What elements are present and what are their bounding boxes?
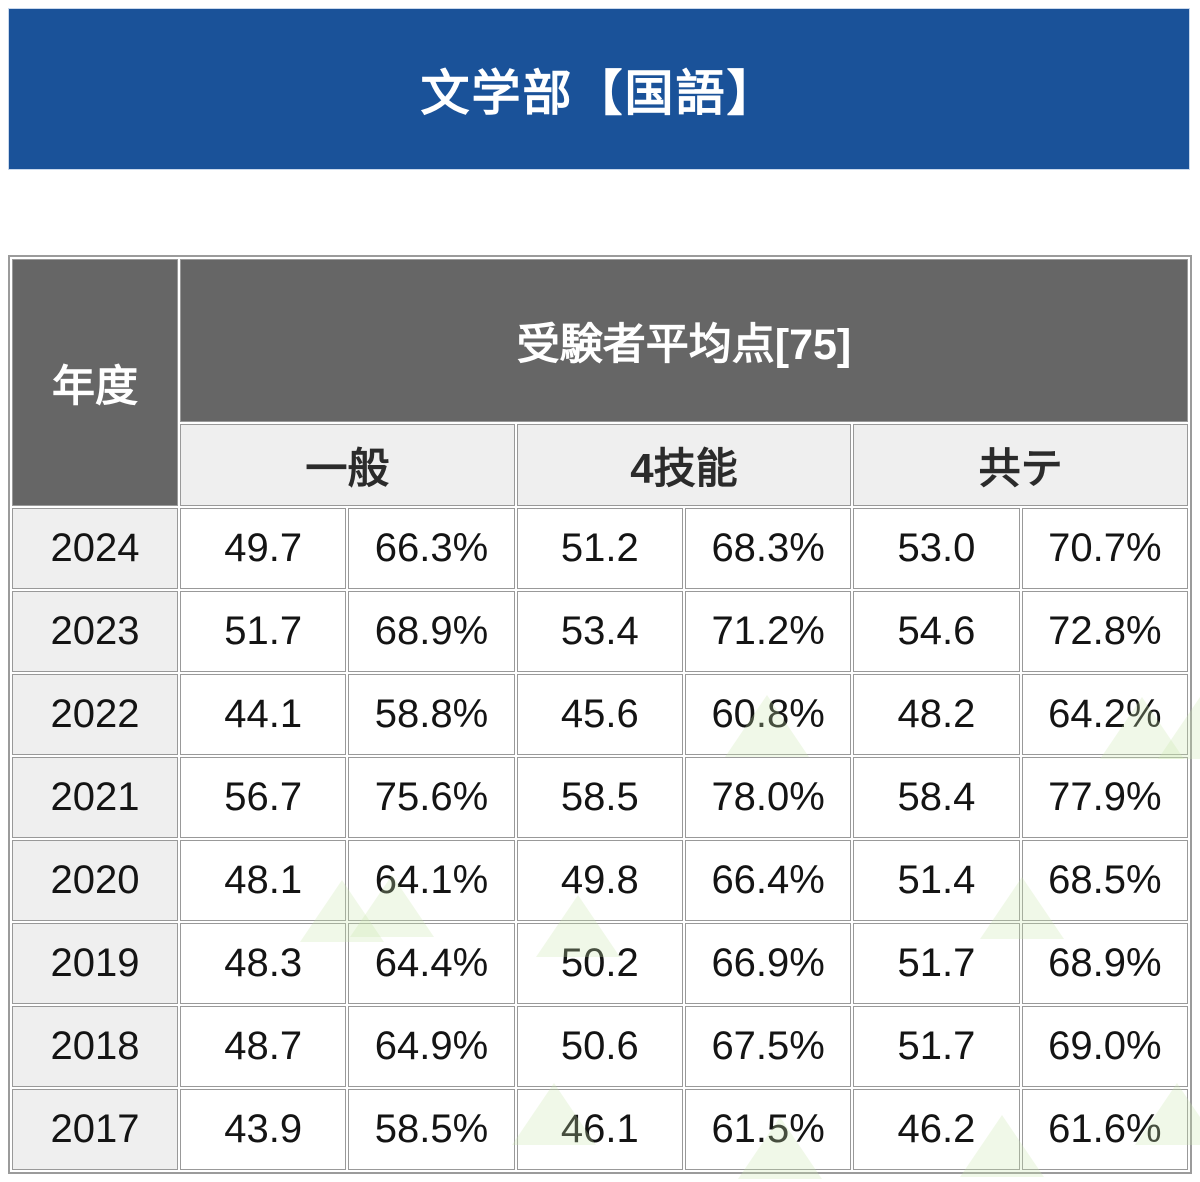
- percent-cell: 66.3%: [348, 508, 515, 589]
- score-cell: 49.8: [516, 840, 683, 921]
- percent-cell: 78.0%: [684, 757, 852, 838]
- table-row: 2024 49.7 66.3% 51.2 68.3% 53.0 70.7%: [12, 508, 1188, 589]
- percent-cell: 68.5%: [1021, 840, 1188, 921]
- percent-cell: 58.8%: [348, 674, 515, 755]
- group-header-kyotei: 共テ: [853, 424, 1188, 506]
- score-cell: 51.7: [853, 1006, 1020, 1087]
- score-cell: 50.6: [516, 1006, 683, 1087]
- average-score-table: 年度 受験者平均点[75] 一般 4技能 共テ 2024 49.7 66.3% 51.…: [8, 255, 1192, 1174]
- average-score-header: 受験者平均点[75]: [180, 259, 1188, 422]
- year-cell: 2022: [12, 674, 178, 755]
- percent-cell: 64.4%: [348, 923, 515, 1004]
- percent-cell: 75.6%: [348, 757, 515, 838]
- year-cell: 2017: [12, 1089, 178, 1170]
- score-cell: 48.3: [180, 923, 347, 1004]
- score-cell: 49.7: [180, 508, 347, 589]
- year-cell: 2019: [12, 923, 178, 1004]
- percent-cell: 72.8%: [1021, 591, 1188, 672]
- score-cell: 46.1: [516, 1089, 683, 1170]
- percent-cell: 60.8%: [684, 674, 852, 755]
- score-cell: 54.6: [853, 591, 1020, 672]
- year-cell: 2018: [12, 1006, 178, 1087]
- score-cell: 50.2: [516, 923, 683, 1004]
- group-header-4skills: 4技能: [516, 424, 852, 506]
- percent-cell: 58.5%: [348, 1089, 515, 1170]
- score-cell: 51.7: [180, 591, 347, 672]
- score-cell: 46.2: [853, 1089, 1020, 1170]
- score-cell: 48.7: [180, 1006, 347, 1087]
- percent-cell: 71.2%: [684, 591, 852, 672]
- score-cell: 53.0: [853, 508, 1020, 589]
- score-cell: 45.6: [516, 674, 683, 755]
- score-cell: 48.1: [180, 840, 347, 921]
- table-header: 年度 受験者平均点[75] 一般 4技能 共テ: [12, 259, 1188, 506]
- score-cell: 44.1: [180, 674, 347, 755]
- percent-cell: 61.6%: [1021, 1089, 1188, 1170]
- score-cell: 51.2: [516, 508, 683, 589]
- table-row: 2021 56.7 75.6% 58.5 78.0% 58.4 77.9%: [12, 757, 1188, 838]
- percent-cell: 69.0%: [1021, 1006, 1188, 1087]
- table-row: 2017 43.9 58.5% 46.1 61.5% 46.2 61.6%: [12, 1089, 1188, 1170]
- table-row: 2019 48.3 64.4% 50.2 66.9% 51.7 68.9%: [12, 923, 1188, 1004]
- table-body: 2024 49.7 66.3% 51.2 68.3% 53.0 70.7% 2023 51.7 6…: [12, 508, 1188, 1170]
- percent-cell: 67.5%: [684, 1006, 852, 1087]
- score-cell: 43.9: [180, 1089, 347, 1170]
- score-cell: 58.5: [516, 757, 683, 838]
- group-header-general: 一般: [180, 424, 515, 506]
- percent-cell: 64.9%: [348, 1006, 515, 1087]
- year-cell: 2021: [12, 757, 178, 838]
- score-cell: 58.4: [853, 757, 1020, 838]
- percent-cell: 68.3%: [684, 508, 852, 589]
- percent-cell: 64.2%: [1021, 674, 1188, 755]
- percent-cell: 68.9%: [1021, 923, 1188, 1004]
- score-cell: 51.7: [853, 923, 1020, 1004]
- percent-cell: 66.9%: [684, 923, 852, 1004]
- percent-cell: 66.4%: [684, 840, 852, 921]
- score-cell: 56.7: [180, 757, 347, 838]
- table-row: 2022 44.1 58.8% 45.6 60.8% 48.2 64.2%: [12, 674, 1188, 755]
- year-column-header: 年度: [12, 259, 178, 506]
- page-title-banner: 文学部【国語】: [8, 8, 1190, 170]
- table-row: 2023 51.7 68.9% 53.4 71.2% 54.6 72.8%: [12, 591, 1188, 672]
- score-cell: 48.2: [853, 674, 1020, 755]
- header-row-main: 年度 受験者平均点[75]: [12, 259, 1188, 506]
- header-row-groups: 一般 4技能 共テ: [12, 424, 1188, 506]
- percent-cell: 77.9%: [1021, 757, 1188, 838]
- page-title: 文学部【国語】: [420, 66, 778, 121]
- table-row: 2020 48.1 64.1% 49.8 66.4% 51.4 68.5%: [12, 840, 1188, 921]
- year-cell: 2020: [12, 840, 178, 921]
- score-cell: 51.4: [853, 840, 1020, 921]
- percent-cell: 61.5%: [684, 1089, 852, 1170]
- table-row: 2018 48.7 64.9% 50.6 67.5% 51.7 69.0%: [12, 1006, 1188, 1087]
- year-cell: 2023: [12, 591, 178, 672]
- year-cell: 2024: [12, 508, 178, 589]
- percent-cell: 70.7%: [1021, 508, 1188, 589]
- percent-cell: 64.1%: [348, 840, 515, 921]
- percent-cell: 68.9%: [348, 591, 515, 672]
- score-cell: 53.4: [516, 591, 683, 672]
